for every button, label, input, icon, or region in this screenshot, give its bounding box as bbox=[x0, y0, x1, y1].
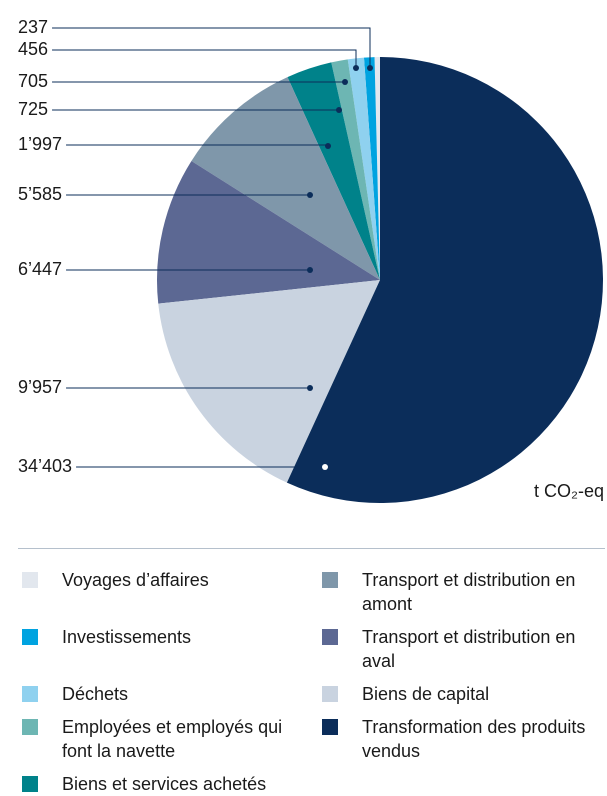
leader-dot bbox=[307, 385, 313, 391]
slice bbox=[156, 160, 380, 304]
unit-label: t CO₂-eq bbox=[534, 481, 604, 501]
legend-swatch bbox=[322, 719, 338, 735]
slice bbox=[191, 77, 380, 281]
legend-item: Biens de capital bbox=[322, 682, 607, 706]
value-label: 1’997 bbox=[18, 134, 62, 154]
legend-label: Biens de capital bbox=[362, 684, 490, 704]
leader-dot bbox=[307, 267, 313, 273]
value-label: 705 bbox=[18, 71, 48, 91]
slice bbox=[286, 57, 603, 503]
legend-label: Transformation des produits vendus bbox=[362, 717, 586, 761]
legend-item: Déchets bbox=[22, 682, 322, 706]
legend: Voyages d’affaires Investissements Déchets… bbox=[22, 568, 607, 796]
legend-label: Déchets bbox=[62, 684, 129, 704]
legend-label: Investissements bbox=[62, 627, 192, 647]
separator bbox=[18, 548, 605, 549]
legend-swatch bbox=[322, 629, 338, 645]
leader-dot bbox=[342, 79, 348, 85]
slice bbox=[363, 57, 380, 280]
legend-swatch bbox=[22, 776, 38, 792]
legend-swatch bbox=[22, 719, 38, 735]
leader-dot bbox=[353, 65, 359, 71]
slice bbox=[331, 59, 380, 281]
leader-line bbox=[52, 27, 371, 68]
value-label: 725 bbox=[18, 99, 48, 119]
legend-item: Transport et distribution en amont bbox=[322, 568, 607, 616]
leader-line bbox=[52, 49, 357, 68]
legend-label: Voyages d’affaires bbox=[62, 570, 209, 590]
value-label: 5’585 bbox=[18, 184, 62, 204]
legend-label: Transport et distribution en amont bbox=[362, 570, 576, 614]
leader-dot bbox=[322, 464, 328, 470]
value-label: 237 bbox=[18, 17, 48, 37]
slices bbox=[156, 57, 603, 503]
legend-swatch bbox=[322, 572, 338, 588]
legend-swatch bbox=[22, 572, 38, 588]
slice bbox=[347, 57, 380, 280]
page: {"chart_data": {"type": "pie", "categori… bbox=[18, 16, 605, 794]
value-label: 9’957 bbox=[18, 377, 62, 397]
leader-dot bbox=[325, 143, 331, 149]
legend-swatch bbox=[322, 686, 338, 702]
leader-dot bbox=[367, 65, 373, 71]
value-label: 456 bbox=[18, 39, 48, 59]
value-label: 34’403 bbox=[18, 456, 72, 476]
legend-label: Employées et employés qui font la navett… bbox=[62, 717, 283, 761]
legend-label: Transport et distribution en aval bbox=[362, 627, 576, 671]
slice bbox=[158, 280, 380, 483]
legend-item: Investissements bbox=[22, 625, 322, 673]
slice bbox=[374, 57, 380, 280]
slice bbox=[287, 62, 380, 280]
leader-dot bbox=[336, 107, 342, 113]
legend-item: Employées et employés qui font la navett… bbox=[22, 715, 322, 763]
legend-swatch bbox=[22, 686, 38, 702]
legend-item: Transport et distribution en aval bbox=[322, 625, 607, 673]
leader-dot bbox=[307, 192, 313, 198]
legend-item: Voyages d’affaires bbox=[22, 568, 322, 616]
legend-item: Transformation des produits vendus bbox=[322, 715, 607, 763]
value-label: 6’447 bbox=[18, 259, 62, 279]
legend-swatch bbox=[22, 629, 38, 645]
